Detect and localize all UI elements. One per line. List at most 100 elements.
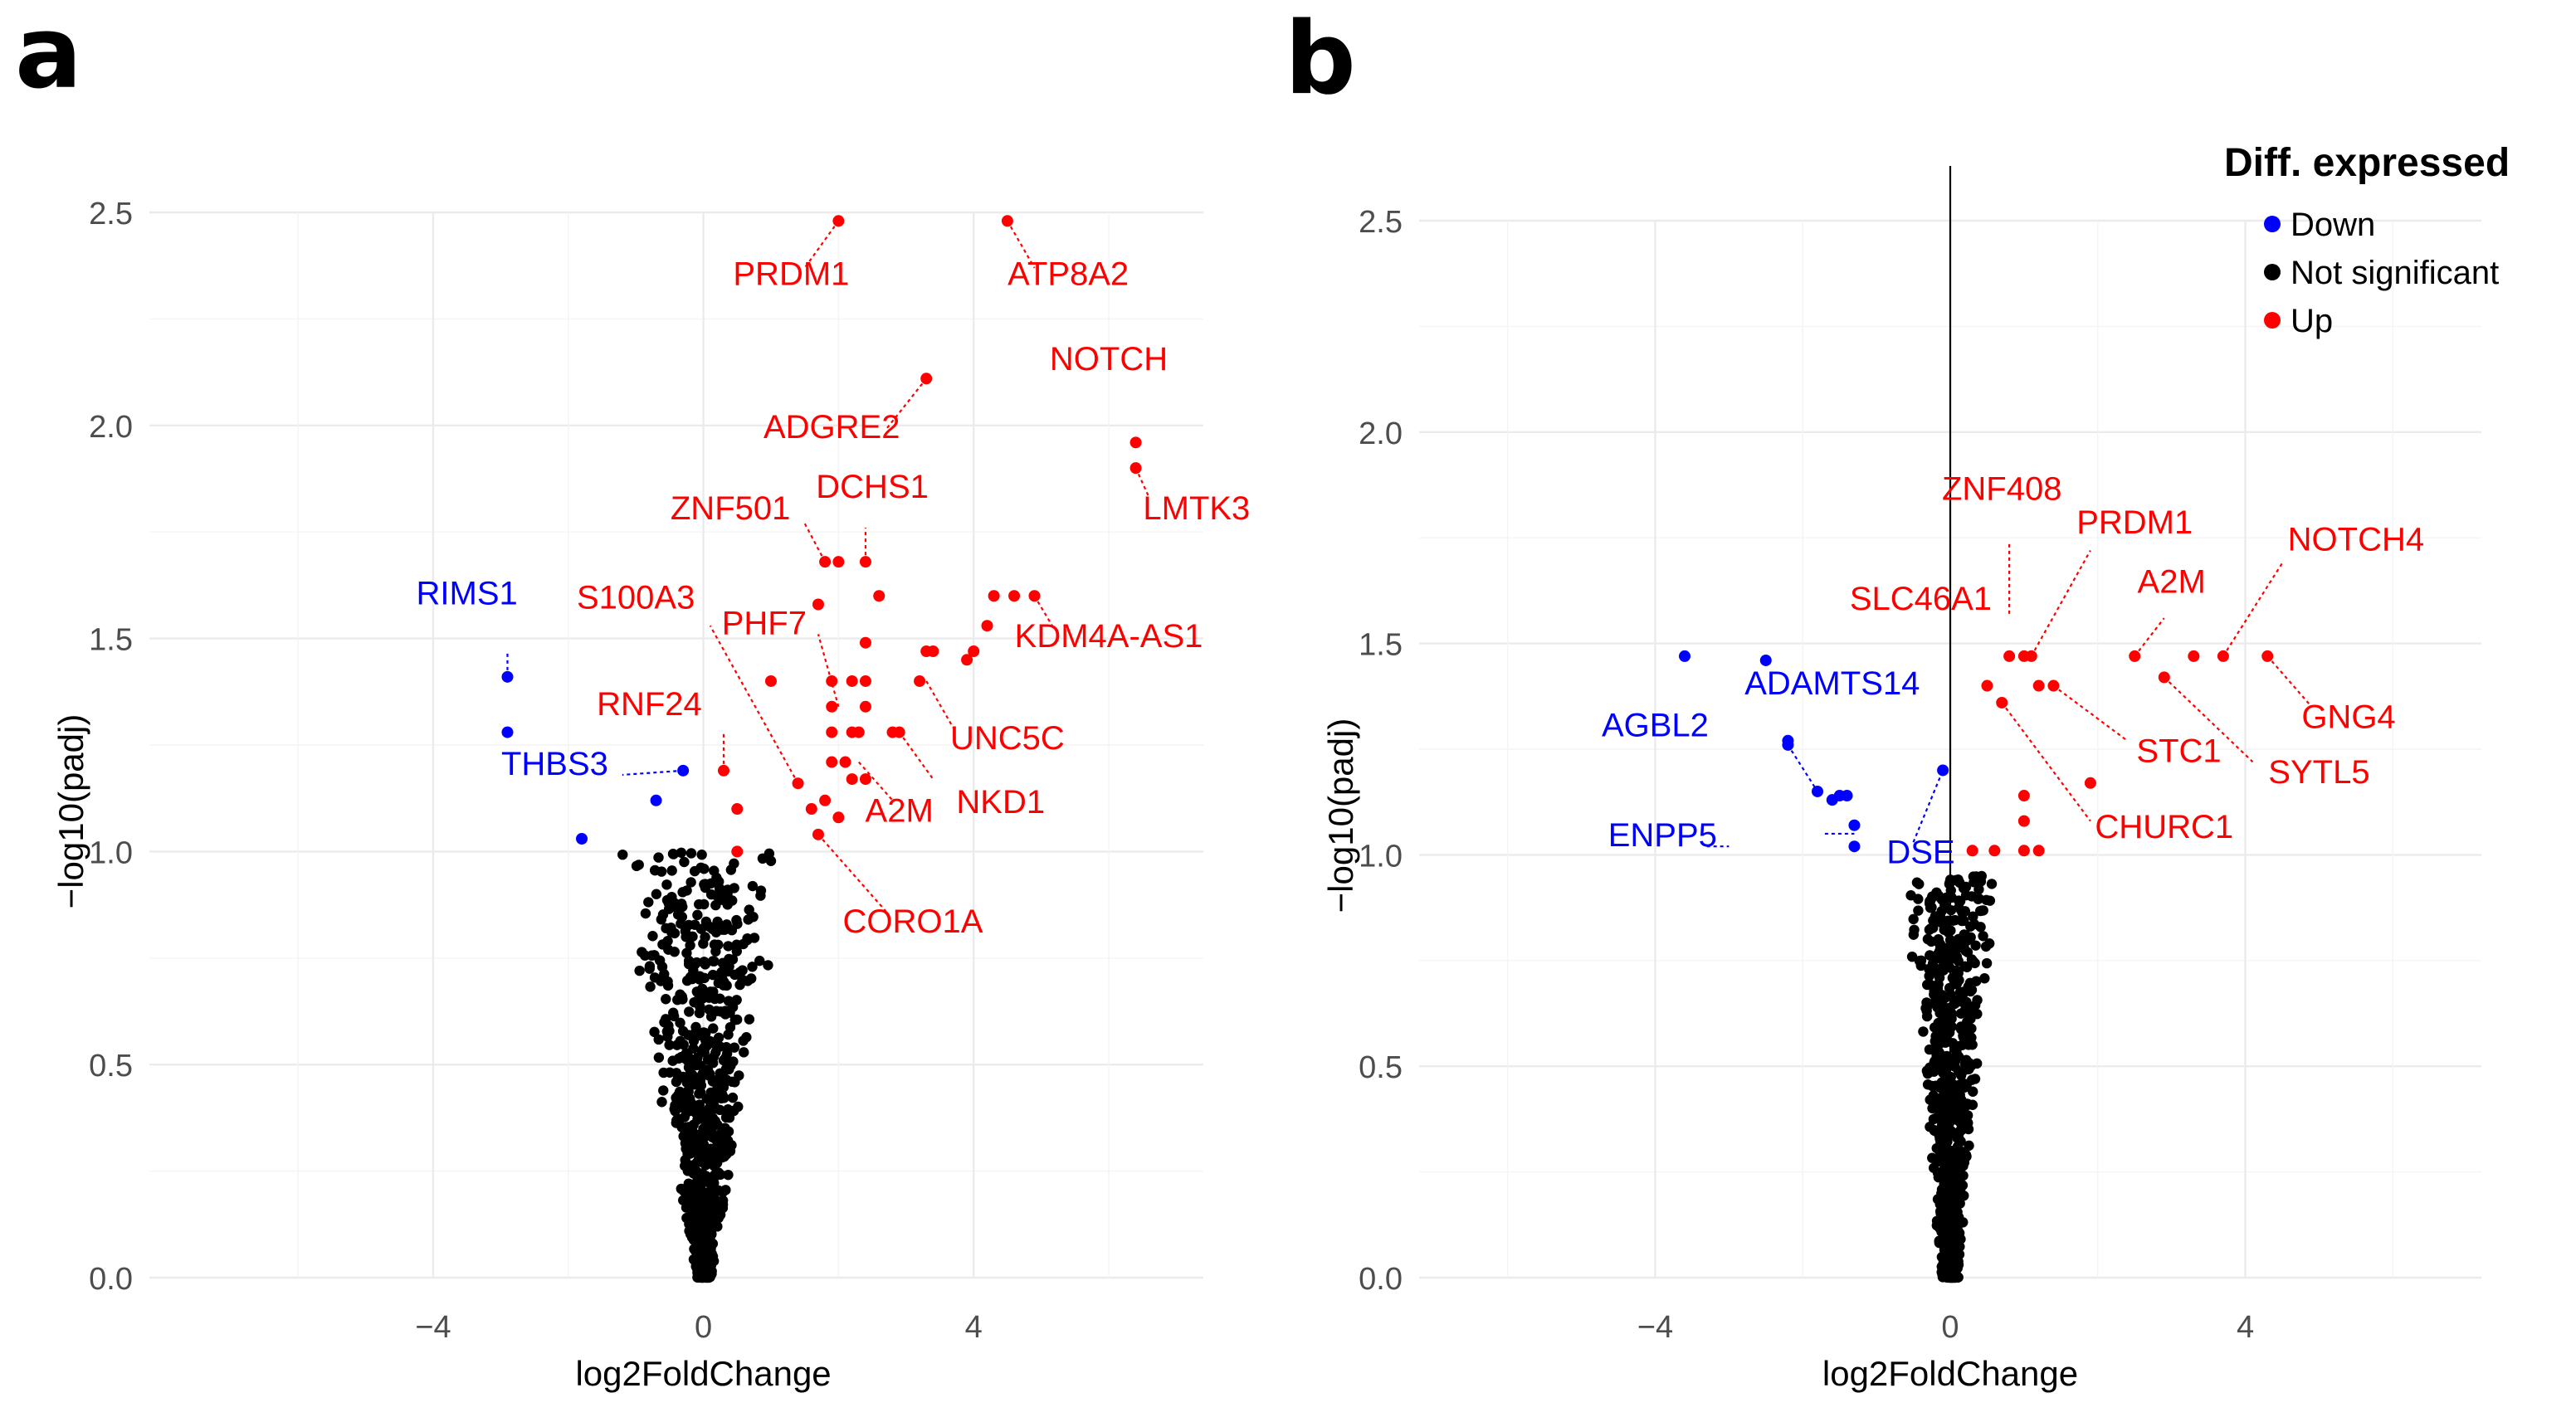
gene-label-sytl5: SYTL5 <box>2268 754 2369 791</box>
point-not-significant <box>727 1092 739 1103</box>
point-not-significant <box>1933 1112 1944 1123</box>
point-not-significant <box>684 1006 695 1017</box>
gene-label-atp8a2: ATP8A2 <box>1007 256 1129 292</box>
label-connector <box>2052 684 2128 742</box>
point-not-significant <box>701 1093 712 1104</box>
point-down <box>1841 790 1853 802</box>
point-up <box>826 674 838 687</box>
gene-label-slc46a1: SLC46A1 <box>1850 581 1992 617</box>
point-up <box>2017 815 2030 827</box>
label-connector <box>817 634 840 708</box>
point-not-significant <box>656 1097 667 1108</box>
point-up <box>1028 590 1041 602</box>
y-tick-label: 0.5 <box>89 1049 133 1084</box>
point-up <box>859 556 871 568</box>
y-tick-label: 1.0 <box>89 835 133 870</box>
point-not-significant <box>742 933 753 944</box>
point-not-significant <box>717 1199 729 1210</box>
label-connector <box>2266 655 2313 708</box>
point-not-significant <box>1950 965 1962 976</box>
point-not-significant <box>668 849 679 860</box>
point-not-significant <box>1934 1047 1945 1058</box>
y-tick-label: 1.5 <box>1359 628 1403 663</box>
point-not-significant <box>710 927 722 937</box>
point-not-significant <box>1965 1060 1976 1072</box>
point-up <box>852 726 865 738</box>
point-not-significant <box>1958 1032 1969 1043</box>
label-connector <box>2001 702 2091 822</box>
point-not-significant <box>1925 950 1935 961</box>
point-not-significant <box>1934 1082 1945 1093</box>
point-not-significant <box>699 898 710 910</box>
point-not-significant <box>1956 906 1968 917</box>
point-not-significant <box>649 1026 660 1038</box>
point-not-significant <box>1968 911 1978 922</box>
label-connector <box>2222 562 2283 657</box>
point-up <box>2017 790 2030 802</box>
point-not-significant <box>689 996 700 1008</box>
point-not-significant <box>744 904 754 915</box>
label-connector <box>803 220 840 269</box>
point-up <box>2032 845 2045 857</box>
legend-label: Not significant <box>2291 255 2499 291</box>
point-down <box>1759 654 1772 666</box>
point-not-significant <box>666 865 677 876</box>
gene-label-znf501: ZNF501 <box>671 490 791 527</box>
point-up <box>968 645 980 658</box>
point-not-significant <box>1944 877 1955 889</box>
point-not-significant <box>723 996 734 1006</box>
label-connector <box>2164 676 2254 763</box>
point-up <box>1008 590 1021 602</box>
legend-label: Down <box>2291 207 2375 243</box>
point-up <box>2047 679 2060 692</box>
point-not-significant <box>691 1190 702 1201</box>
point-not-significant <box>686 1162 697 1173</box>
point-up <box>826 726 838 738</box>
point-not-significant <box>765 855 777 866</box>
point-up <box>859 700 871 713</box>
volcano-plot-a: 0.0 0.5 1.0 1.5 2.0 2.5 −4 0 4 log2FoldChange −log… <box>51 197 1250 1393</box>
point-not-significant <box>669 947 680 957</box>
gene-label-rnf24: RNF24 <box>597 686 702 723</box>
point-not-significant <box>733 1101 744 1113</box>
point-not-significant <box>680 1184 691 1196</box>
x-axis-title: log2FoldChange <box>575 1354 831 1393</box>
x-axis-title: log2FoldChange <box>1822 1354 2078 1393</box>
point-down <box>650 794 662 806</box>
point-not-significant <box>685 848 697 859</box>
y-tick-label: 2.0 <box>1359 416 1403 451</box>
point-up <box>2129 650 2141 662</box>
point-not-significant <box>683 919 695 931</box>
point-not-significant <box>1945 904 1957 916</box>
point-not-significant <box>1963 1001 1974 1013</box>
point-not-significant <box>700 1156 711 1166</box>
point-not-significant <box>715 1210 726 1220</box>
point-not-significant <box>1955 1024 1967 1035</box>
point-not-significant <box>653 1034 664 1045</box>
point-not-significant <box>656 914 667 925</box>
point-up <box>2261 650 2274 662</box>
point-not-significant <box>704 1004 715 1015</box>
point-not-significant <box>1952 1272 1963 1283</box>
point-not-significant <box>671 1040 683 1050</box>
label-connector <box>817 834 887 913</box>
point-not-significant <box>694 1007 705 1019</box>
point-not-significant <box>734 967 745 978</box>
point-not-significant <box>1956 1115 1967 1126</box>
point-not-significant <box>677 887 688 898</box>
point-not-significant <box>1925 1122 1935 1132</box>
panel-letter-b: b <box>1285 2 1356 117</box>
point-not-significant <box>1984 895 1996 906</box>
point-not-significant <box>1944 1171 1956 1183</box>
point-up <box>859 674 871 687</box>
label-connector <box>857 761 894 801</box>
point-not-significant <box>703 1186 714 1198</box>
point-not-significant <box>705 889 717 900</box>
point-up <box>859 636 871 649</box>
point-not-significant <box>738 1035 749 1046</box>
point-not-significant <box>1932 1154 1944 1166</box>
point-not-significant <box>1928 1162 1939 1173</box>
point-not-significant <box>664 1040 675 1050</box>
point-not-significant <box>1911 877 1923 888</box>
point-not-significant <box>698 1140 709 1152</box>
